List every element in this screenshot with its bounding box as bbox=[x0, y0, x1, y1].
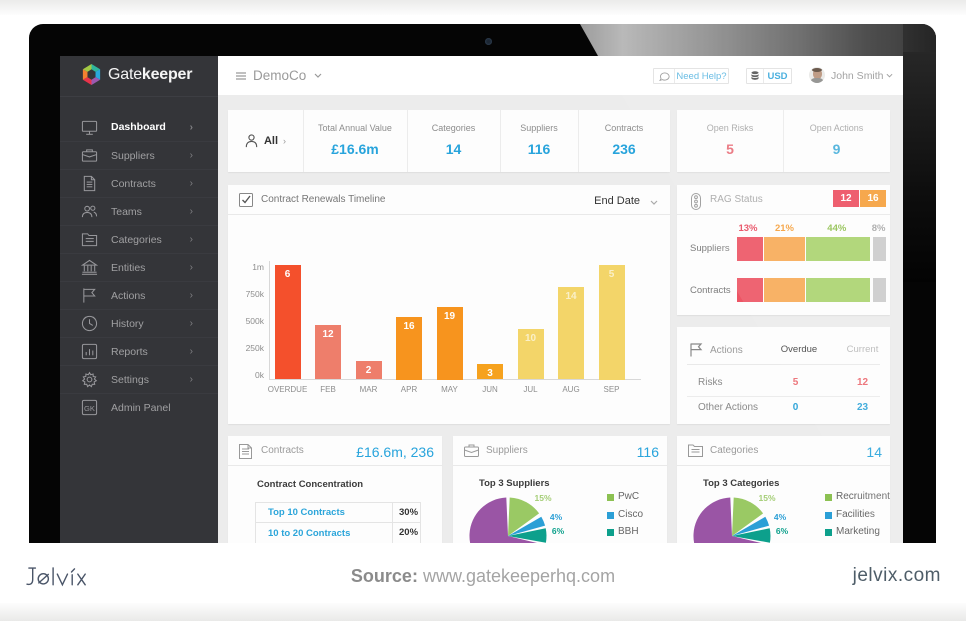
svg-text:GK: GK bbox=[84, 404, 95, 413]
